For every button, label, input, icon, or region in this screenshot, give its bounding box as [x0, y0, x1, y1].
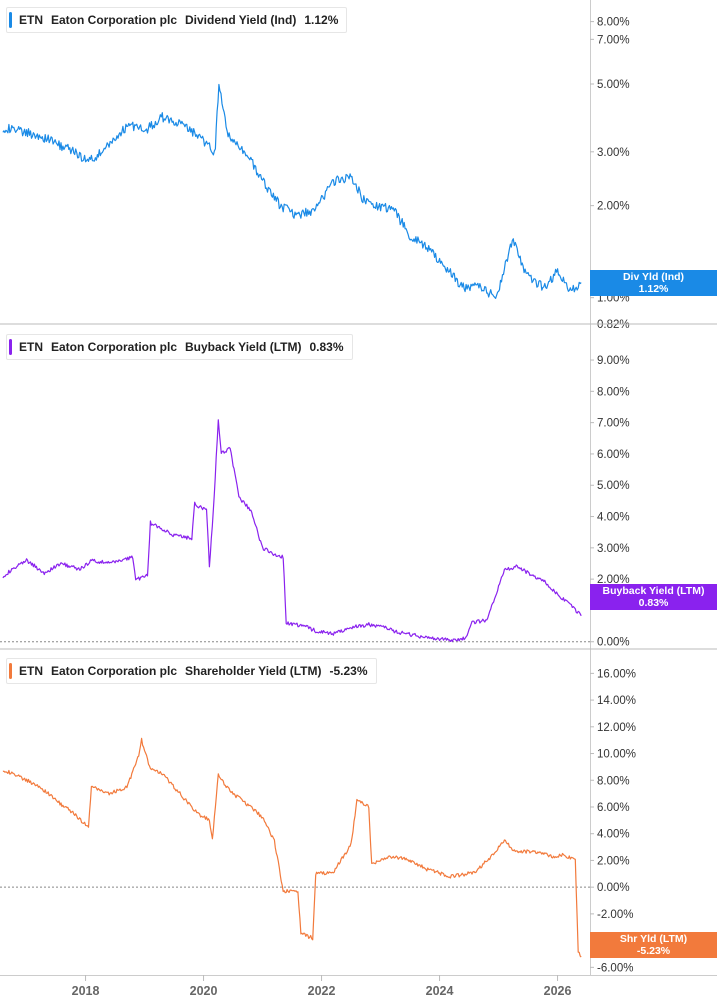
y-tick-label: 0.00% — [597, 637, 630, 649]
x-tick-label: 2026 — [544, 984, 572, 998]
flag-label: Shr Yld (LTM) — [619, 933, 688, 945]
series-line — [2, 419, 582, 643]
x-tick-label: 2020 — [190, 984, 218, 998]
flag-value: 0.83% — [638, 597, 669, 609]
legend-metric: Dividend Yield (Ind) — [185, 13, 297, 27]
value-flag-dividend-yield: Div Yld (Ind) 1.12% — [590, 270, 717, 296]
flag-value: 1.12% — [638, 283, 669, 295]
y-tick-label: 2.00% — [597, 855, 630, 867]
y-tick-label: 8.00% — [597, 17, 630, 29]
y-tick-label: 12.00% — [597, 722, 636, 734]
legend-shareholder-yield: ETN Eaton Corporation plc Shareholder Yi… — [6, 658, 377, 684]
y-tick-label: 4.00% — [597, 829, 630, 841]
y-tick-label: 3.00% — [597, 543, 630, 555]
y-tick-label: 7.00% — [597, 418, 630, 430]
y-tick-label: 16.00% — [597, 668, 636, 680]
y-tick-label: 0.82% — [597, 319, 630, 331]
legend-company: Eaton Corporation plc — [51, 340, 177, 354]
series-line — [2, 83, 582, 299]
legend-buyback-yield: ETN Eaton Corporation plc Buyback Yield … — [6, 334, 353, 360]
legend-company: Eaton Corporation plc — [51, 664, 177, 678]
flag-label: Div Yld (Ind) — [622, 271, 685, 283]
y-tick-label: 5.00% — [597, 79, 630, 91]
legend-metric: Buyback Yield (LTM) — [185, 340, 302, 354]
y-tick-label: 0.00% — [597, 882, 630, 894]
legend-value: -5.23% — [329, 664, 368, 678]
flag-value: -5.23% — [636, 945, 671, 957]
y-tick-label: 7.00% — [597, 34, 630, 46]
y-tick-label: 6.00% — [597, 449, 630, 461]
y-tick-label: -2.00% — [597, 909, 633, 921]
y-tick-label: 9.00% — [597, 355, 630, 367]
legend-color-bar — [9, 12, 12, 28]
legend-color-bar — [9, 663, 12, 679]
legend-metric: Shareholder Yield (LTM) — [185, 664, 322, 678]
y-tick-label: 2.00% — [597, 574, 630, 586]
y-tick-label: 14.00% — [597, 695, 636, 707]
y-tick-label: 3.00% — [597, 147, 630, 159]
y-tick-label: 8.00% — [597, 775, 630, 787]
flag-label: Buyback Yield (LTM) — [602, 585, 705, 597]
legend-company: Eaton Corporation plc — [51, 13, 177, 27]
series-line — [2, 737, 582, 958]
legend-dividend-yield: ETN Eaton Corporation plc Dividend Yield… — [6, 7, 348, 33]
legend-color-bar — [9, 339, 12, 355]
value-flag-buyback-yield: Buyback Yield (LTM) 0.83% — [590, 584, 717, 610]
y-tick-label: 4.00% — [597, 512, 630, 524]
legend-value: 0.83% — [309, 340, 344, 354]
legend-ticker: ETN — [19, 340, 43, 354]
y-tick-label: 5.00% — [597, 480, 630, 492]
legend-ticker: ETN — [19, 664, 43, 678]
y-tick-label: 8.00% — [597, 386, 630, 398]
y-tick-label: 2.00% — [597, 201, 630, 213]
x-tick-label: 2024 — [426, 984, 454, 998]
x-tick-label: 2022 — [308, 984, 336, 998]
x-tick-label: 2018 — [72, 984, 100, 998]
y-tick-label: -6.00% — [597, 962, 633, 974]
y-tick-label: 6.00% — [597, 802, 630, 814]
y-tick-label: 10.00% — [597, 749, 636, 761]
legend-ticker: ETN — [19, 13, 43, 27]
value-flag-shareholder-yield: Shr Yld (LTM) -5.23% — [590, 932, 717, 958]
legend-value: 1.12% — [304, 13, 339, 27]
